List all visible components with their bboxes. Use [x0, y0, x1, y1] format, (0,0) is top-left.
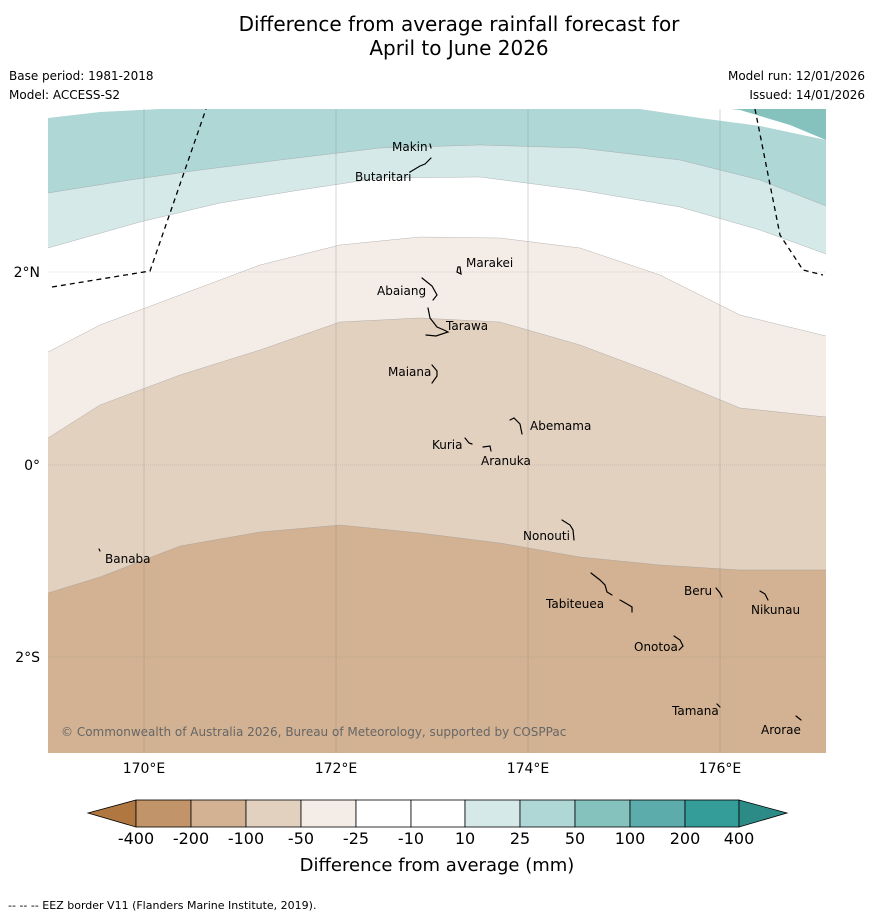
graticule	[48, 109, 826, 753]
legend-bin-8	[574, 799, 631, 828]
abemama-island	[509, 417, 523, 435]
band-25-50	[48, 109, 826, 206]
island-outlines	[98, 143, 802, 721]
beru-island	[715, 587, 723, 598]
abaiang-island	[421, 277, 438, 301]
map-area: Makin Butaritari Marakei Abaiang Tarawa …	[48, 109, 826, 753]
legend-bin-7	[519, 799, 576, 828]
place-label-abemama: Abemama	[530, 419, 591, 433]
place-label-butaritari: Butaritari	[355, 170, 412, 184]
legend-tick-11: 400	[724, 829, 755, 848]
place-label-kuria: Kuria	[432, 438, 463, 452]
legend-tick-7: 25	[510, 829, 530, 848]
legend-bin-0	[135, 799, 192, 828]
place-label-tamana: Tamana	[671, 704, 719, 718]
legend-tick-3: -50	[288, 829, 314, 848]
place-label-arorae: Arorae	[761, 723, 801, 737]
tarawa-island	[425, 307, 450, 337]
band-minus25-minus10	[48, 237, 826, 438]
legend-tick-1: -200	[173, 829, 209, 848]
place-label-tarawa: Tarawa	[445, 319, 488, 333]
legend-bin-1	[190, 799, 247, 828]
arorae-island	[795, 715, 802, 721]
banaba-island	[98, 548, 101, 552]
eez-border-west	[51, 109, 207, 288]
legend-bin-3	[300, 799, 357, 828]
place-label-nikunau: Nikunau	[751, 603, 800, 617]
legend-bin-6	[464, 799, 521, 828]
lat-label-2s: 2°S	[15, 650, 40, 666]
lon-label-176e: 176°E	[699, 761, 742, 777]
legend-arrow-left	[86, 799, 137, 828]
legend-tick-4: -25	[343, 829, 369, 848]
lat-label-0: 0°	[24, 458, 40, 474]
band-50-100	[731, 109, 826, 140]
nonouti-island	[561, 519, 575, 541]
eez-border-east	[754, 109, 824, 276]
legend-bin-5	[410, 799, 466, 828]
place-label-maiana: Maiana	[388, 365, 431, 379]
place-label-banaba: Banaba	[105, 552, 151, 566]
legend-bin-4	[355, 799, 412, 828]
lon-label-174e: 174°E	[507, 761, 550, 777]
tabiteuea-island	[590, 572, 633, 613]
colour-legend	[86, 799, 789, 828]
place-label-abaiang: Abaiang	[377, 284, 426, 298]
legend-title: Difference from average (mm)	[300, 855, 575, 876]
maiana-island	[431, 364, 438, 384]
lat-axis-labels: 2°N 0° 2°S	[14, 265, 41, 666]
legend-tick-5: -10	[398, 829, 424, 848]
lon-axis-labels: 170°E 172°E 174°E 176°E	[123, 761, 742, 777]
legend-tick-2: -100	[228, 829, 264, 848]
place-label-aranuka: Aranuka	[481, 454, 531, 468]
legend-tick-10: 200	[670, 829, 701, 848]
legend-bin-9	[629, 799, 686, 828]
makin-island	[429, 143, 432, 149]
eez-borders	[51, 109, 824, 288]
legend-arrow-right	[738, 799, 789, 828]
place-label-makin: Makin	[392, 140, 428, 154]
meta-left: Base period: 1981-2018 Model: ACCESS-S2	[9, 67, 154, 105]
butaritari-island	[409, 157, 432, 173]
aranuka-island	[482, 445, 492, 452]
legend-tick-6: 10	[455, 829, 475, 848]
base-period: Base period: 1981-2018	[9, 69, 154, 83]
band-10-25	[48, 145, 826, 254]
lon-label-170e: 170°E	[123, 761, 166, 777]
map-title: Difference from average rainfall forecas…	[0, 12, 873, 60]
onotoa-island	[673, 635, 684, 651]
legend-tick-9: 100	[615, 829, 646, 848]
legend-bin-10	[684, 799, 740, 828]
place-labels: Makin Butaritari Marakei Abaiang Tarawa …	[105, 140, 801, 737]
nikunau-island	[759, 590, 769, 601]
place-label-beru: Beru	[684, 584, 712, 598]
place-label-nonouti: Nonouti	[523, 529, 570, 543]
band-minus50-minus25	[48, 318, 826, 593]
rainfall-map: Makin Butaritari Marakei Abaiang Tarawa …	[14, 109, 826, 876]
legend-tick-0: -400	[118, 829, 154, 848]
place-label-tabiteuea: Tabiteuea	[545, 597, 604, 611]
issued-date: Issued: 14/01/2026	[749, 88, 865, 102]
place-label-onotoa: Onotoa	[634, 640, 678, 654]
lon-label-172e: 172°E	[315, 761, 358, 777]
kuria-island	[464, 437, 473, 445]
eez-footnote: -- -- -- EEZ border V11 (Flanders Marine…	[8, 899, 317, 912]
title-line-2: April to June 2026	[369, 36, 549, 60]
title-line-1: Difference from average rainfall forecas…	[238, 12, 680, 36]
model-name: Model: ACCESS-S2	[9, 88, 121, 102]
tamana-island	[716, 703, 721, 708]
place-label-marakei: Marakei	[466, 256, 513, 270]
band-minus100-minus50	[48, 525, 826, 753]
lat-label-2n: 2°N	[14, 265, 40, 281]
meta-right: Model run: 12/01/2026 Issued: 14/01/2026	[728, 67, 865, 105]
model-run: Model run: 12/01/2026	[727, 69, 865, 83]
copyright-notice: © Commonwealth of Australia 2026, Bureau…	[61, 725, 566, 739]
marakei-island	[456, 266, 462, 276]
legend-tick-8: 50	[565, 829, 585, 848]
legend-bin-2	[245, 799, 302, 828]
legend-tick-labels: -400 -200 -100 -50 -25 -10 10 25 50 100 …	[118, 829, 754, 848]
